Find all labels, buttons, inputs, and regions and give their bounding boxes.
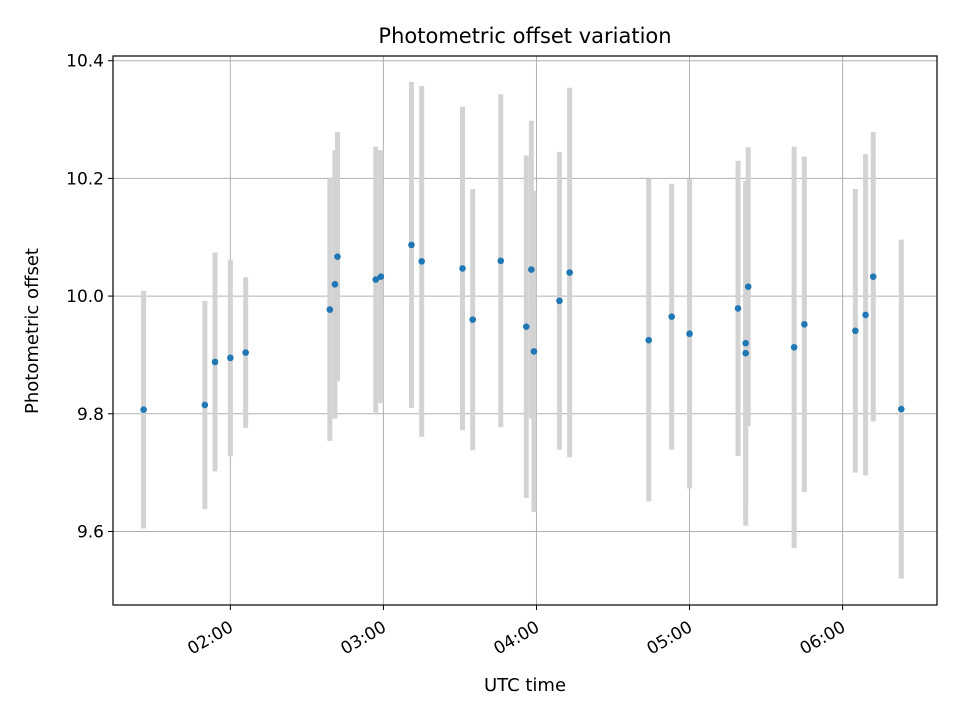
y-tick-label: 9.8	[77, 405, 104, 425]
data-point	[334, 253, 341, 260]
data-point	[742, 339, 749, 347]
data-point	[530, 348, 538, 355]
data-point	[566, 269, 573, 276]
y-tick-label: 10.0	[66, 287, 104, 307]
data-point	[372, 276, 380, 283]
data-point	[211, 358, 219, 366]
data-point	[140, 406, 147, 413]
data-point	[459, 265, 466, 272]
chart-title: Photometric offset variation	[378, 24, 671, 48]
data-point	[331, 281, 339, 288]
data-point	[668, 313, 675, 320]
data-point	[801, 321, 808, 328]
data-point	[528, 266, 535, 273]
data-point	[734, 305, 742, 312]
data-point	[242, 349, 249, 356]
data-point	[326, 306, 334, 313]
data-point	[869, 273, 877, 280]
data-point	[418, 258, 425, 265]
data-point	[227, 354, 234, 362]
data-point	[469, 316, 477, 323]
axes-frame	[112, 55, 938, 606]
data-point	[744, 283, 752, 290]
y-axis-label: Photometric offset	[22, 248, 43, 414]
y-tick-label: 10.4	[66, 52, 104, 72]
data-point	[522, 323, 530, 330]
y-axis-ticks: 9.6 9.8 10.0 10.2 10.4	[66, 52, 113, 542]
data-point	[742, 349, 749, 357]
data-point	[497, 257, 505, 265]
data-point	[897, 405, 905, 413]
data-point	[377, 273, 385, 280]
y-tick-label: 10.2	[66, 169, 104, 189]
data-point	[201, 401, 209, 409]
data-point	[556, 297, 563, 305]
data-points	[140, 241, 905, 413]
data-point	[790, 343, 798, 351]
data-point	[408, 241, 415, 249]
data-point	[852, 327, 859, 335]
data-point	[686, 330, 693, 338]
data-point	[862, 311, 869, 319]
grid-lines	[113, 56, 937, 605]
data-point	[645, 336, 653, 344]
y-tick-label: 9.6	[77, 522, 104, 542]
x-axis-label: UTC time	[484, 675, 566, 696]
